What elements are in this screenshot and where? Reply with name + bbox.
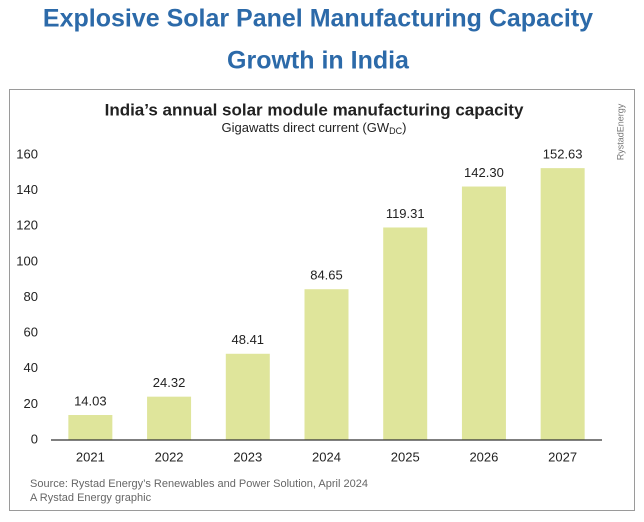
x-tick-label: 2024: [312, 449, 341, 464]
x-tick-label: 2022: [155, 449, 184, 464]
x-tick-label: 2025: [391, 449, 420, 464]
x-tick-label: 2021: [76, 449, 105, 464]
page-title-line: Explosive Solar Panel Manufacturing Capa…: [43, 5, 593, 33]
y-tick-label: 20: [24, 396, 38, 411]
value-label: 48.41: [232, 332, 265, 347]
value-label: 84.65: [310, 268, 343, 283]
page-title-line: Growth in India: [227, 47, 410, 75]
y-tick-label: 60: [24, 325, 38, 340]
y-tick-label: 160: [16, 146, 38, 161]
bar: [383, 227, 428, 440]
chart-title: India’s annual solar module manufacturin…: [105, 100, 524, 119]
bar: [461, 186, 506, 440]
y-tick-label: 140: [16, 182, 38, 197]
value-label: 119.31: [386, 206, 425, 221]
y-tick-label: 80: [24, 289, 38, 304]
y-tick-label: 40: [24, 360, 38, 375]
x-tick-label: 2023: [233, 449, 262, 464]
source-line: Source: Rystad Energy’s Renewables and P…: [30, 478, 368, 490]
x-tick-label: 2027: [548, 449, 577, 464]
brand: RystadEnergy: [615, 103, 625, 160]
value-label: 152.63: [543, 147, 583, 162]
bar: [225, 353, 270, 440]
value-label: 142.30: [464, 165, 504, 180]
bar: [147, 396, 192, 440]
bar: [540, 168, 585, 440]
chart-subtitle: Gigawatts direct current (GWDC): [222, 120, 407, 136]
source-line: A Rystad Energy graphic: [30, 492, 152, 504]
value-label: 24.32: [153, 375, 186, 390]
bar: [68, 415, 113, 440]
value-label: 14.03: [74, 393, 107, 408]
y-tick-label: 0: [31, 431, 38, 446]
y-tick-label: 100: [16, 253, 38, 268]
subtitle-end: ): [402, 120, 406, 135]
x-tick-label: 2026: [469, 449, 498, 464]
subtitle-text: Gigawatts direct current (GW: [222, 120, 390, 135]
subtitle-subscript: DC: [389, 126, 402, 136]
y-tick-label: 120: [16, 218, 38, 233]
bar: [304, 289, 349, 440]
